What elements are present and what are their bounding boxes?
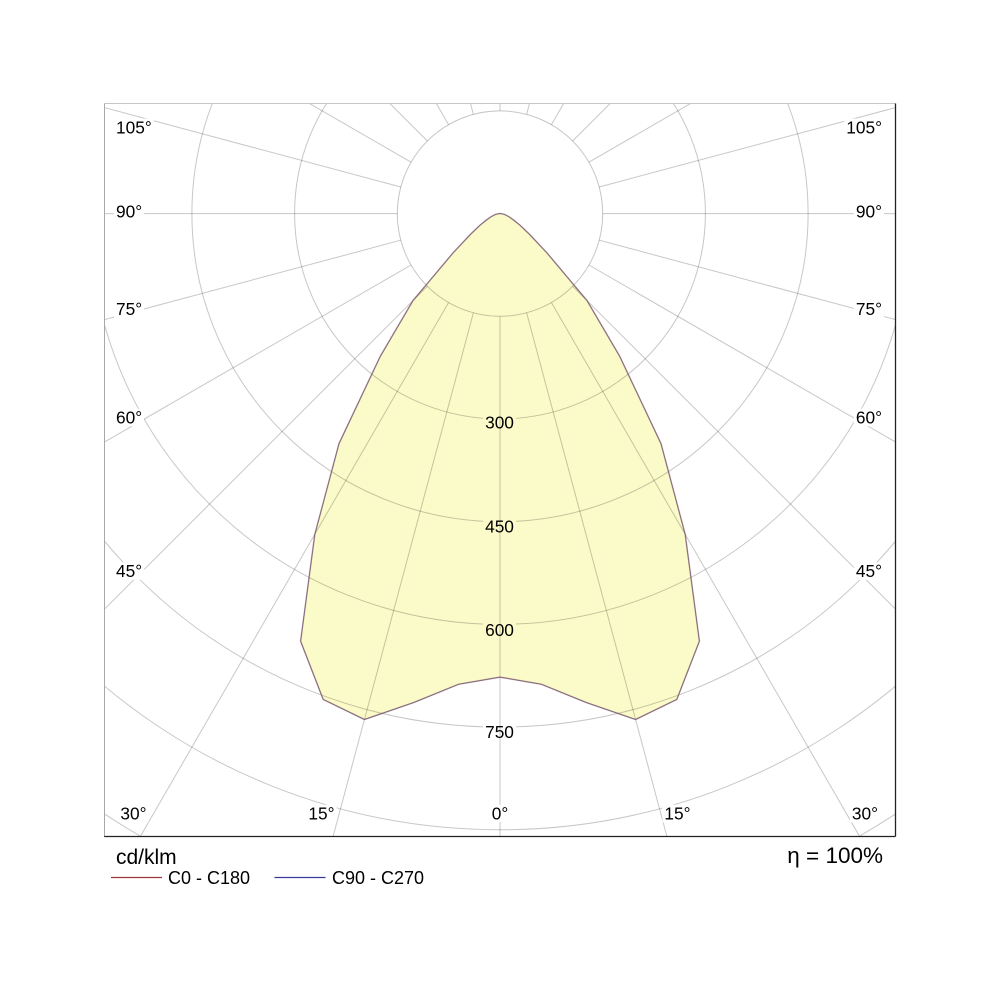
- svg-text:60°: 60°: [116, 408, 142, 428]
- svg-text:15°: 15°: [308, 804, 334, 824]
- svg-text:90°: 90°: [116, 201, 142, 221]
- svg-text:105°: 105°: [116, 117, 152, 137]
- svg-text:45°: 45°: [856, 561, 882, 581]
- svg-text:cd/klm: cd/klm: [116, 846, 177, 869]
- svg-text:45°: 45°: [116, 561, 142, 581]
- svg-text:η = 100%: η = 100%: [787, 843, 883, 868]
- svg-text:600: 600: [485, 620, 514, 640]
- svg-text:75°: 75°: [116, 299, 142, 319]
- svg-text:300: 300: [485, 413, 514, 433]
- svg-text:450: 450: [485, 517, 514, 537]
- svg-text:30°: 30°: [120, 804, 146, 824]
- svg-text:30°: 30°: [852, 804, 878, 824]
- svg-text:15°: 15°: [664, 804, 690, 824]
- svg-text:C90 - C270: C90 - C270: [332, 868, 424, 888]
- svg-text:60°: 60°: [856, 408, 882, 428]
- svg-text:105°: 105°: [846, 117, 882, 137]
- svg-text:90°: 90°: [856, 201, 882, 221]
- svg-text:75°: 75°: [856, 299, 882, 319]
- svg-text:C0 - C180: C0 - C180: [168, 868, 250, 888]
- svg-text:750: 750: [485, 722, 514, 742]
- svg-text:0°: 0°: [492, 804, 509, 824]
